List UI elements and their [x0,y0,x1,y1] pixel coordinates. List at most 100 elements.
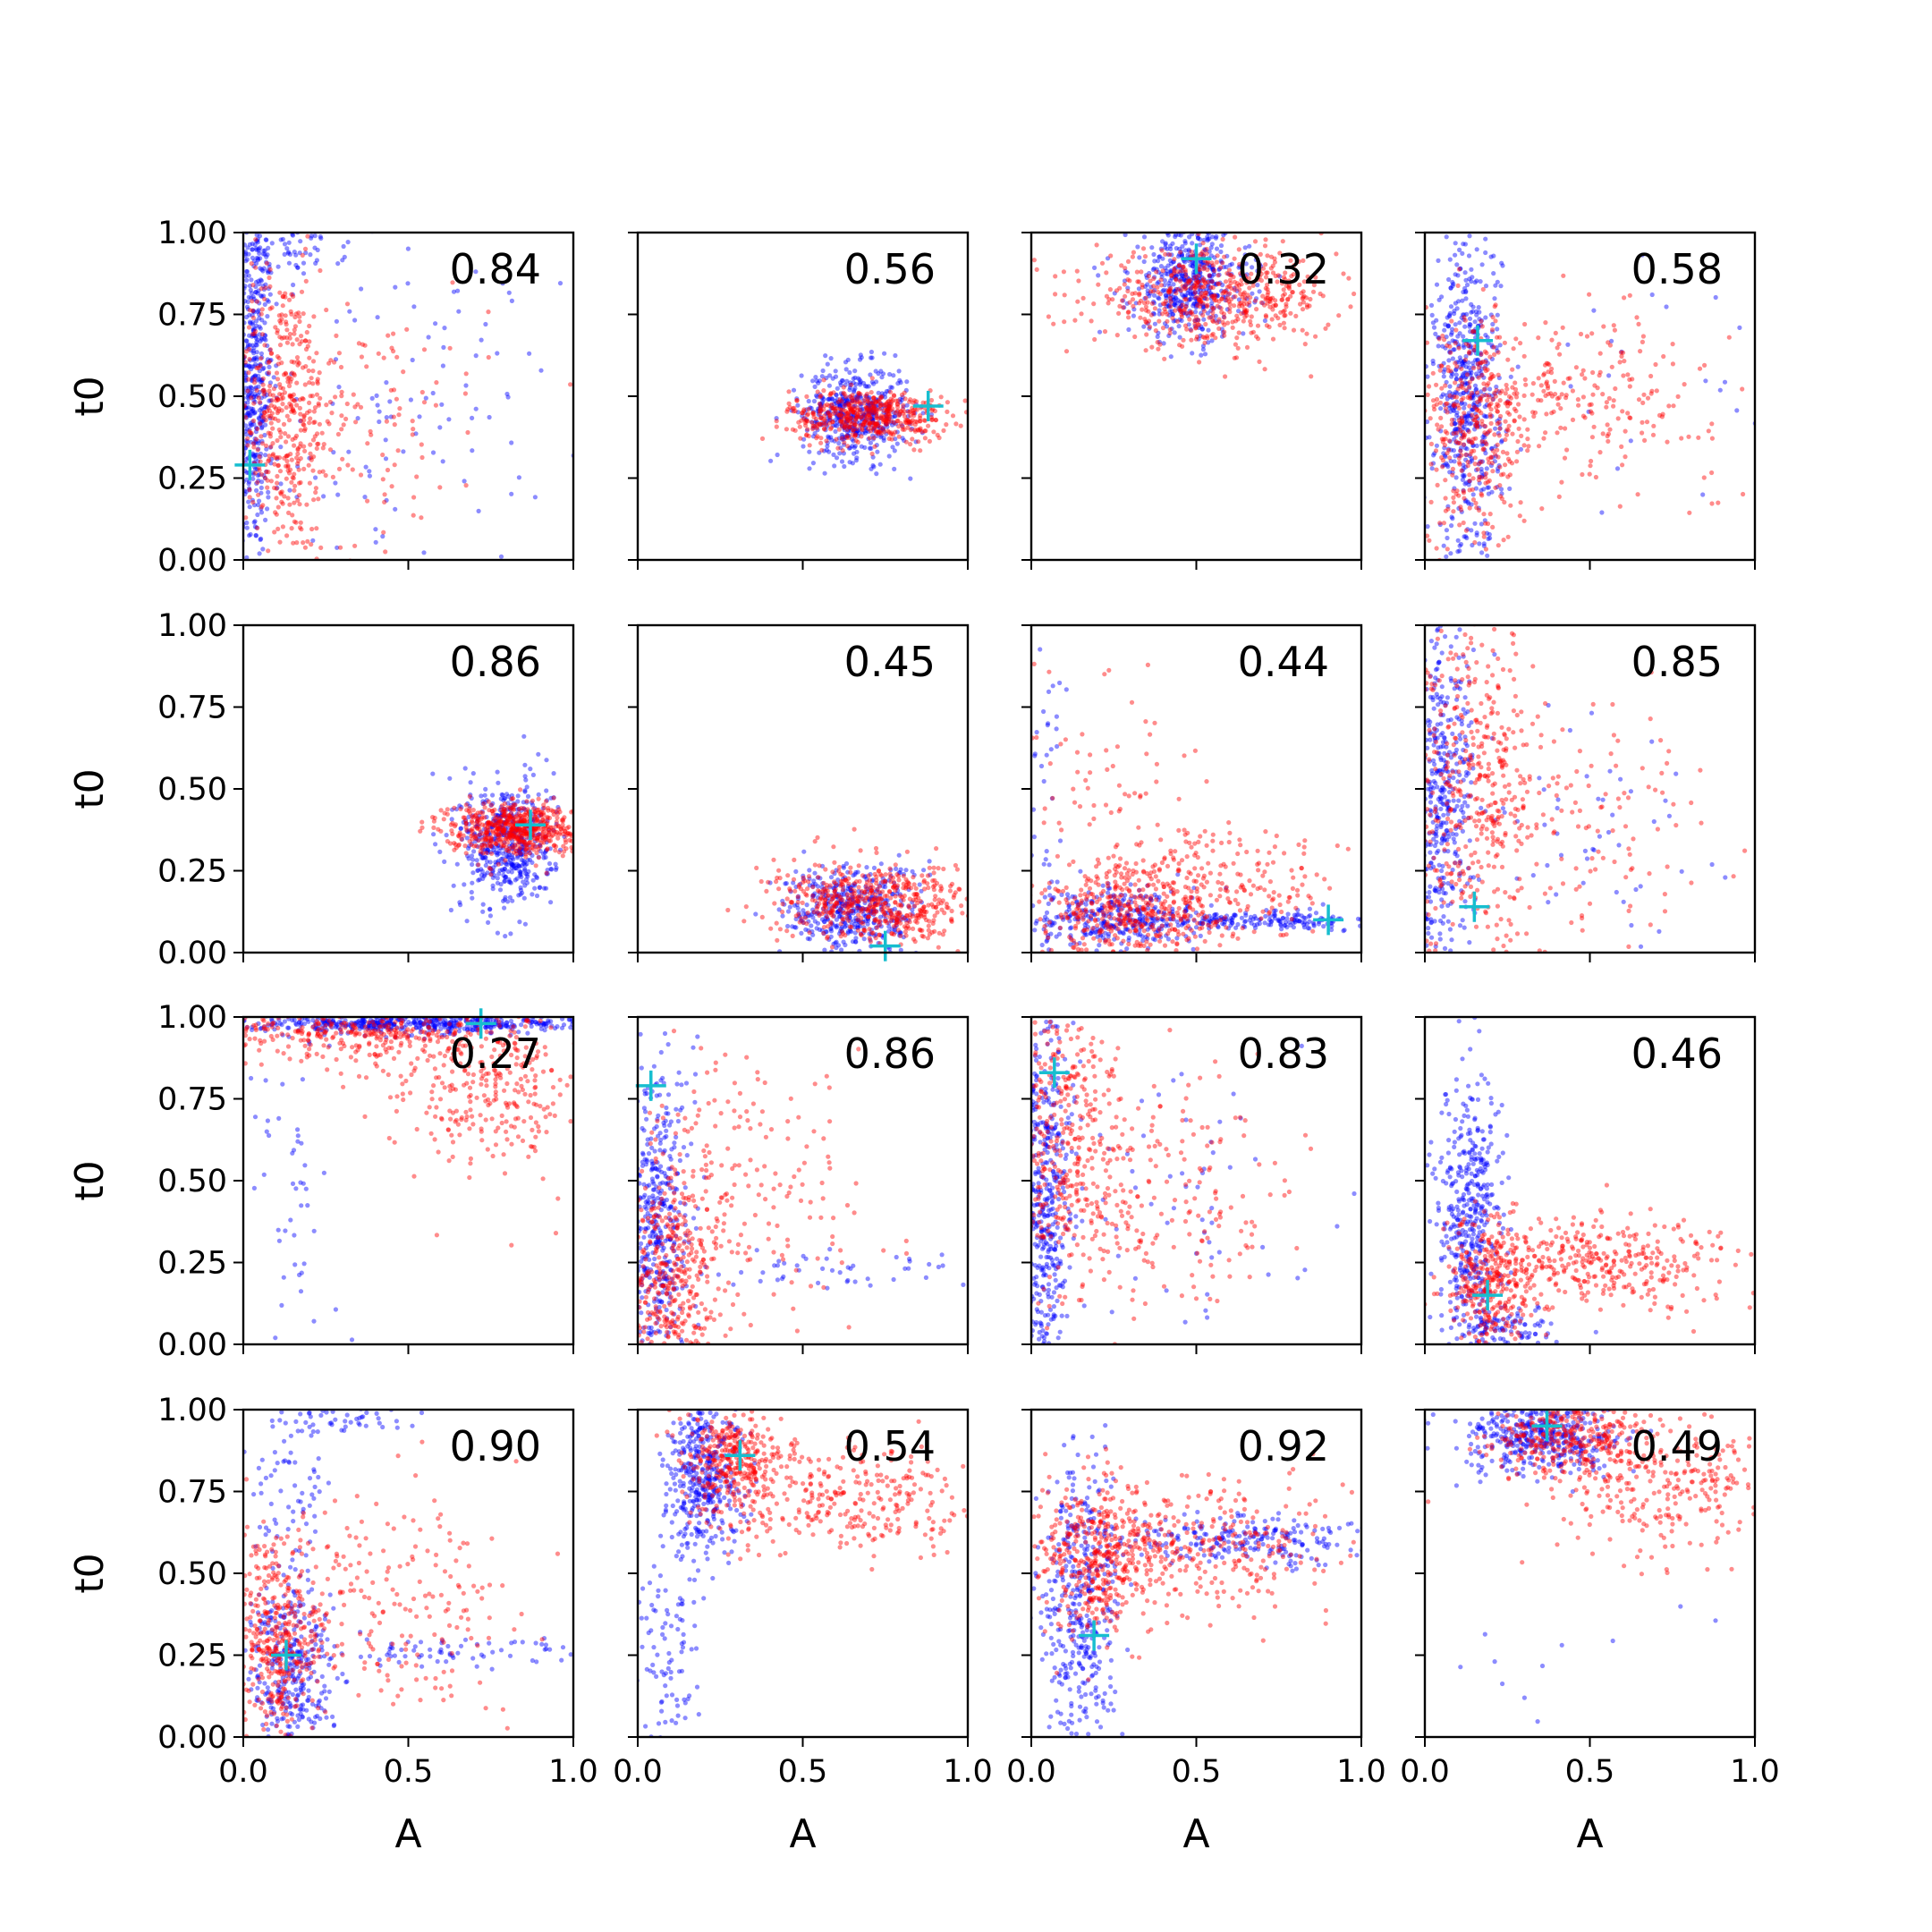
point-blue [1457,548,1462,554]
point-blue [877,426,883,431]
point-blue [1199,275,1205,280]
point-blue [258,377,263,382]
point-blue [880,425,886,430]
point-blue [335,492,341,497]
point-red [1196,279,1201,284]
point-blue [1591,308,1597,313]
point-red [1545,383,1551,389]
point-red [1203,321,1208,327]
point-red [1205,267,1210,273]
point-red [1471,347,1477,352]
point-blue [487,825,494,830]
point-blue [268,561,273,565]
point-red [1495,402,1500,407]
point-red [1222,329,1227,335]
point-blue [1199,326,1205,332]
point-blue [1499,439,1504,445]
point-red [885,408,890,413]
point-red [1617,504,1623,509]
point-red [298,418,304,423]
point-red [1437,521,1443,526]
point-red [1498,472,1504,478]
point-red [282,455,287,461]
point-blue [836,411,842,417]
point-blue [513,877,518,883]
point-blue [249,422,254,428]
point-blue [523,850,529,855]
point-red [268,420,274,426]
point-red [463,371,469,377]
point-red [394,396,399,402]
point-red [851,409,856,415]
point-red [1578,331,1584,337]
point-red [275,410,280,416]
point-blue [1180,273,1185,278]
point-red [1192,318,1198,323]
point-red [809,419,815,425]
point-blue [261,293,267,299]
point-red [1461,520,1466,526]
point-red [883,413,888,419]
point-red [1487,561,1492,565]
point-red [1709,421,1715,427]
point-red [874,399,879,404]
point-blue [1453,475,1459,480]
point-red [861,401,867,406]
point-red [849,382,854,387]
point-red [1477,461,1482,466]
point-blue [1453,429,1458,435]
point-red [1443,508,1448,513]
point-blue [475,816,480,822]
point-red [1273,302,1278,308]
point-red [1220,236,1225,242]
point-blue [1459,400,1464,405]
point-blue [1192,324,1198,329]
point-red [295,445,301,452]
point-blue [503,814,508,819]
point-blue [1197,301,1202,307]
point-blue [254,343,259,348]
point-blue [538,843,543,849]
point-red [273,406,278,411]
point-blue [340,258,345,263]
point-blue [1171,318,1176,324]
point-red [1198,294,1203,300]
point-blue [499,856,504,862]
point-red [1544,411,1549,417]
point-blue [511,831,517,836]
point-blue [259,355,265,360]
point-red [257,453,262,460]
point-blue [1187,309,1192,314]
point-red [1212,298,1217,303]
point-red [1341,271,1346,276]
point-red [817,421,823,427]
point-blue [248,432,253,438]
point-blue [854,428,860,434]
point-blue [251,351,257,356]
point-red [305,538,310,544]
point-blue [1215,292,1220,298]
point-red [1219,309,1224,315]
point-red [298,428,303,433]
point-blue [1172,227,1176,232]
point-red [1263,262,1268,267]
point-red [1326,322,1331,327]
point-blue [1174,265,1179,270]
point-red [1474,407,1479,412]
point-blue [245,307,250,312]
point-red [1443,428,1448,434]
point-red [392,422,397,428]
point-blue [900,394,905,400]
point-blue [1453,241,1458,246]
point-blue [275,264,281,269]
point-blue [1112,291,1117,296]
point-blue [1432,451,1437,456]
point-blue [411,304,417,309]
point-blue [810,378,816,384]
point-blue [898,380,903,386]
point-blue [1453,389,1459,394]
point-blue [251,263,257,269]
point-blue [816,380,821,386]
point-red [1262,243,1268,249]
point-blue [243,273,249,278]
